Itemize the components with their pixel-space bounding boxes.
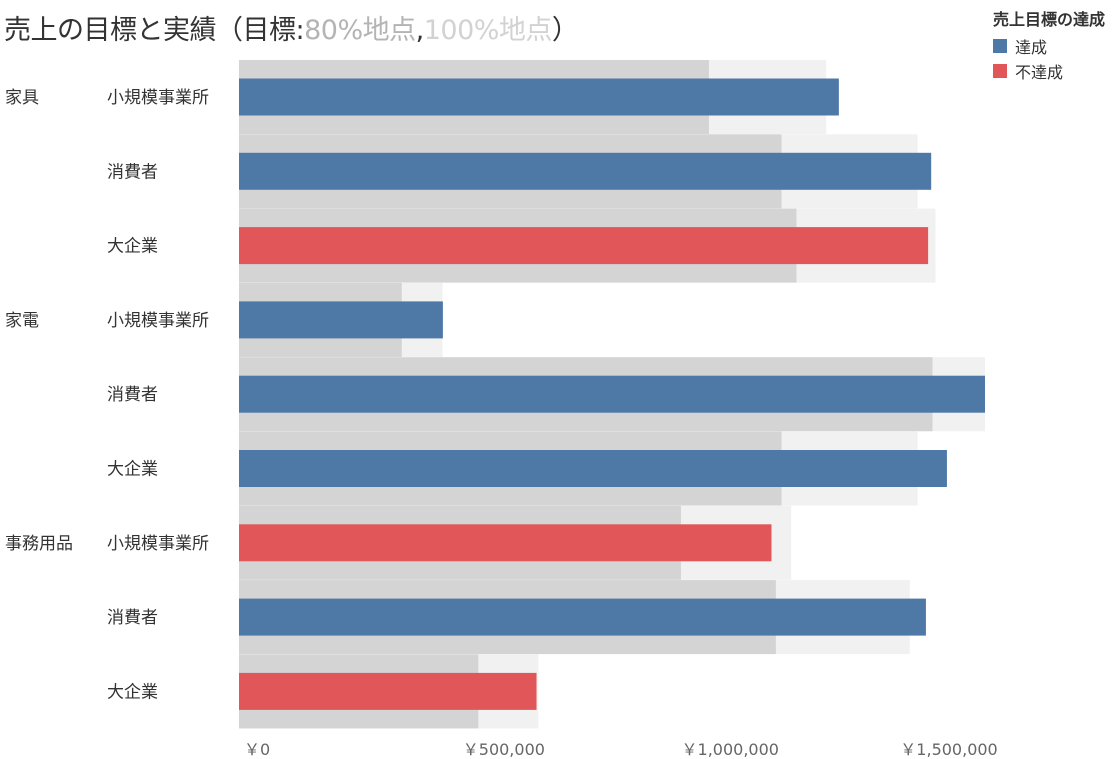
segment-label: 小規模事業所 xyxy=(107,311,209,331)
sales-bar[interactable] xyxy=(239,152,932,190)
x-tick-label: ￥1,000,000 xyxy=(682,740,779,759)
segment-label: 小規模事業所 xyxy=(107,88,209,108)
sales-bar[interactable] xyxy=(239,672,537,710)
legend-item-achieved[interactable]: 達成 xyxy=(993,33,1105,58)
segment-label: 消費者 xyxy=(107,162,158,182)
sales-bar[interactable] xyxy=(239,450,947,487)
sales-bar[interactable] xyxy=(239,524,772,562)
title-80-percent: 80%地点 xyxy=(304,15,416,46)
legend-title: 売上目標の達成 xyxy=(993,10,1106,29)
sales-bar[interactable] xyxy=(239,78,839,116)
legend-label-not-achieved: 不達成 xyxy=(1015,62,1064,82)
title-close: ） xyxy=(551,15,579,46)
chart-title: 売上の目標と実績（目標:80%地点,100%地点） xyxy=(4,8,579,47)
legend: 売上目標の達成 達成 不達成 xyxy=(993,6,1105,83)
legend-label-achieved: 達成 xyxy=(1015,37,1048,57)
legend-swatch-achieved xyxy=(993,38,1007,53)
segment-label: 大企業 xyxy=(107,237,158,257)
x-tick-label: ￥500,000 xyxy=(463,740,545,759)
category-label: 家具 xyxy=(5,88,39,108)
segment-label: 消費者 xyxy=(107,608,158,628)
x-tick-label: ￥0 xyxy=(244,740,270,759)
legend-item-not-achieved[interactable]: 不達成 xyxy=(993,58,1105,83)
category-label: 家電 xyxy=(5,311,39,331)
segment-label: 大企業 xyxy=(107,460,158,480)
title-open: （目標: xyxy=(216,15,305,46)
legend-swatch-not-achieved xyxy=(993,63,1007,78)
title-main: 売上の目標と実績 xyxy=(4,15,217,46)
sales-bar[interactable] xyxy=(239,227,929,265)
sales-bar[interactable] xyxy=(239,598,926,636)
x-tick-label: ￥1,500,000 xyxy=(900,740,997,759)
sales-bar[interactable] xyxy=(239,301,443,339)
title-comma: , xyxy=(415,15,425,46)
category-label: 事務用品 xyxy=(5,534,73,554)
segment-label: 大企業 xyxy=(107,682,158,702)
title-100-percent: 100%地点 xyxy=(423,15,553,46)
sales-bar[interactable] xyxy=(239,375,985,413)
segment-label: 消費者 xyxy=(107,385,158,405)
segment-label: 小規模事業所 xyxy=(107,534,209,554)
